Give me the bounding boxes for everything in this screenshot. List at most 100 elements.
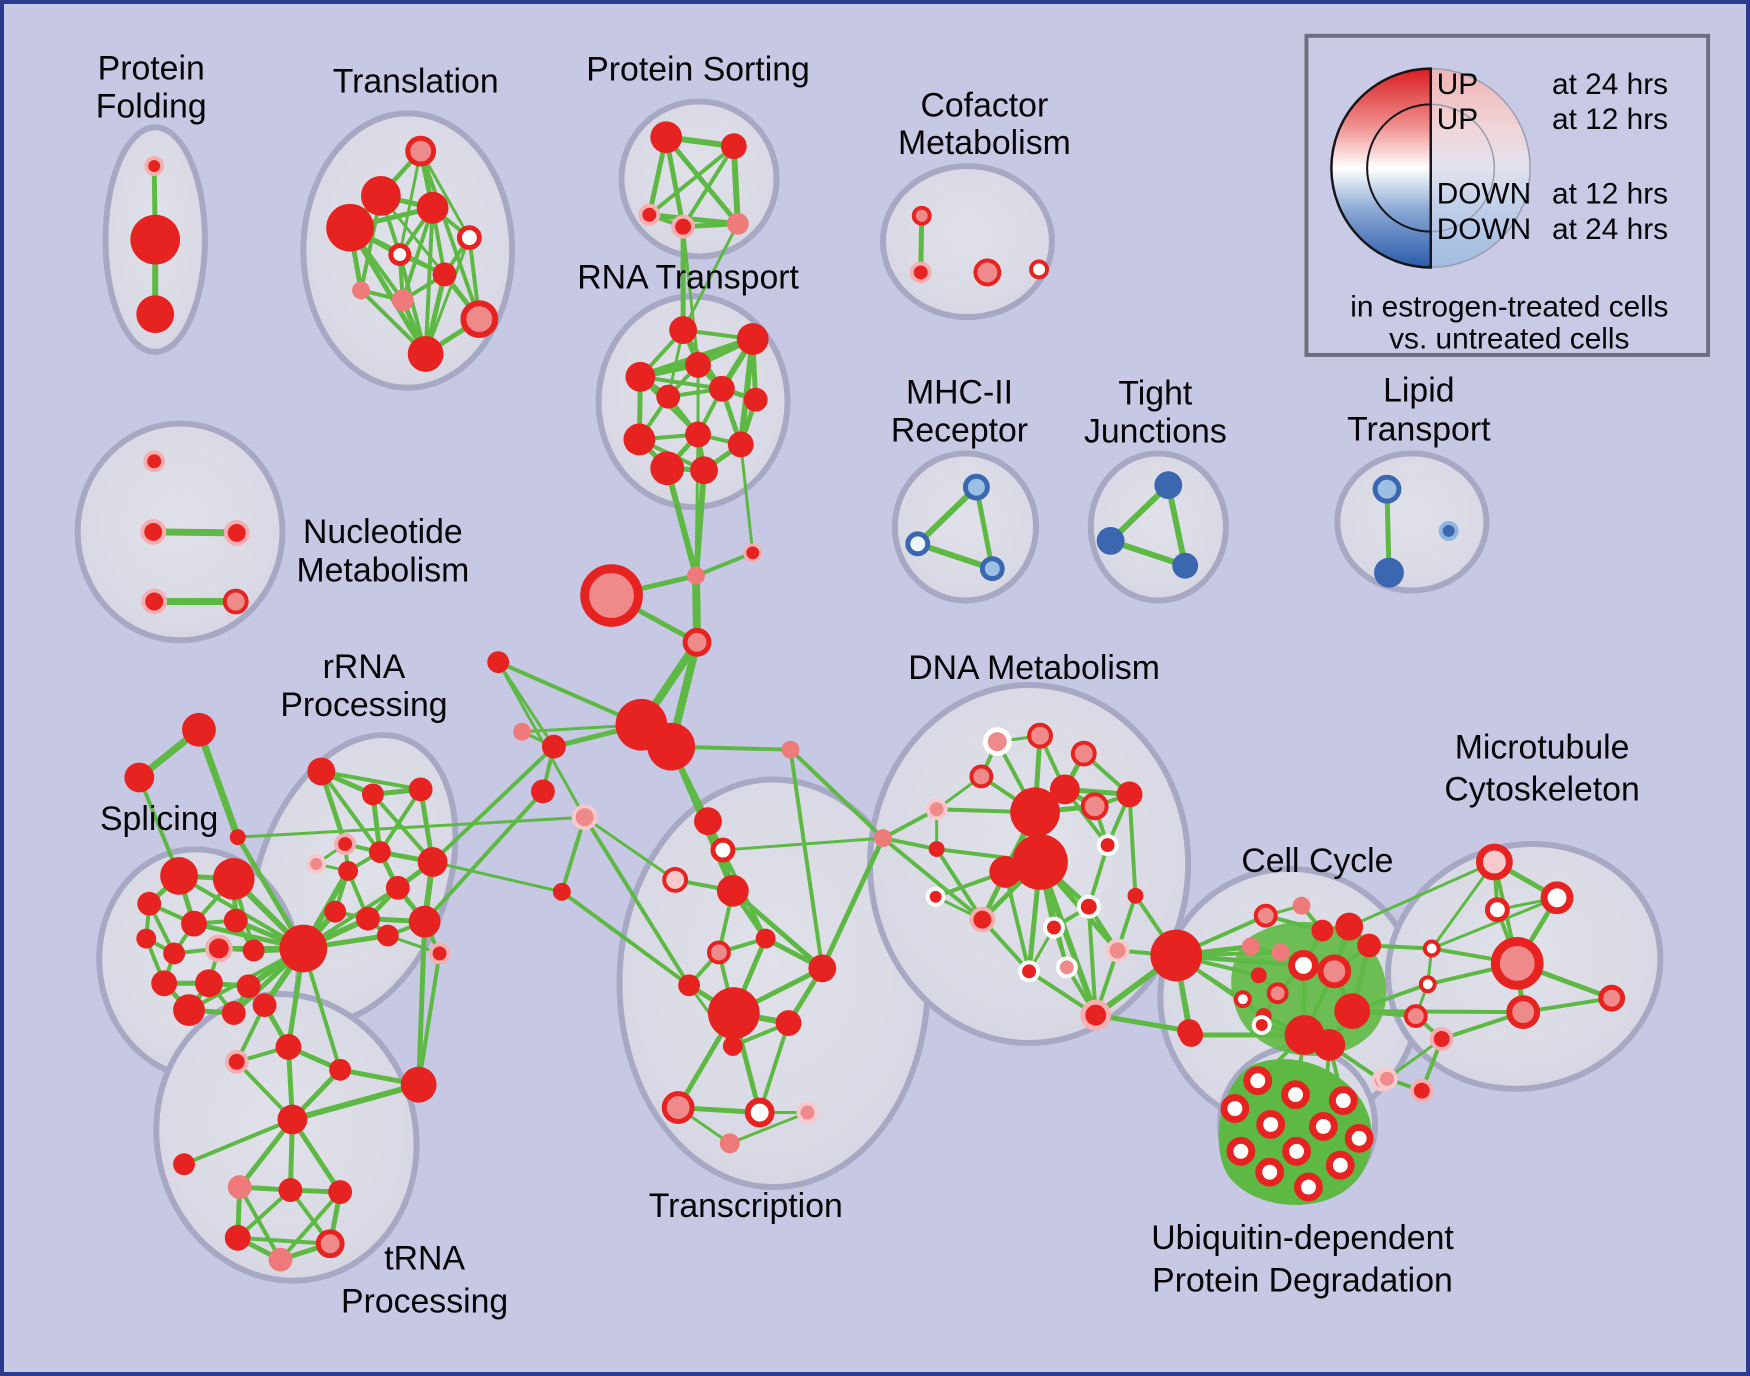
legend-time-label: at 12 hrs (1552, 103, 1668, 136)
network-node (1294, 1172, 1323, 1202)
network-edge (757, 1021, 791, 1115)
network-node (385, 875, 410, 900)
network-node (687, 566, 705, 585)
network-node (141, 588, 168, 615)
network-node (708, 375, 735, 402)
network-node (727, 431, 754, 458)
network-node (408, 777, 433, 802)
cluster-label-transcription: Transcription (649, 1187, 843, 1225)
network-node (361, 175, 401, 216)
cluster-bubble-lipid-transport (1334, 450, 1490, 594)
network-edge (694, 550, 755, 578)
cluster-label-tight-junctions: Tight (1118, 375, 1192, 413)
network-node (140, 518, 167, 545)
legend-glyph-inner-left (1366, 103, 1432, 233)
network-node (678, 974, 701, 997)
network-node (1010, 787, 1060, 838)
network-edge (182, 1117, 295, 1167)
network-node (329, 1058, 352, 1081)
network-node (925, 886, 946, 907)
network-node (173, 1153, 195, 1176)
network-node (979, 556, 1005, 582)
cluster-label-ubiquitin-degradation: Protein Degradation (1152, 1262, 1453, 1300)
network-node (324, 900, 347, 923)
network-node (460, 300, 499, 339)
network-node (671, 214, 696, 239)
network-node (306, 854, 327, 874)
cluster-label-cell-cycle: Cell Cycle (1241, 842, 1393, 880)
network-node (656, 384, 681, 409)
network-node (1029, 259, 1049, 280)
cluster-label-protein-folding: Folding (96, 87, 207, 125)
network-node (989, 856, 1022, 888)
network-node (1251, 1015, 1272, 1035)
network-node (685, 351, 711, 378)
network-node (638, 203, 661, 226)
network-node (1422, 939, 1441, 958)
network-node (277, 1104, 308, 1135)
network-node (650, 121, 683, 154)
network-edge (1003, 869, 1032, 974)
network-node (650, 451, 685, 486)
cluster-bubble-cofactor-metabolism (879, 163, 1055, 321)
network-node (417, 847, 448, 877)
network-node (221, 1001, 246, 1026)
network-node (1226, 1136, 1256, 1166)
network-node (338, 860, 359, 881)
cluster-label-microtubule-cytoskeleton: Cytoskeleton (1444, 770, 1639, 808)
network-node (130, 214, 181, 265)
network-node (1250, 967, 1267, 984)
network-node (136, 295, 175, 334)
network-edge (431, 860, 564, 894)
network-node (1281, 1080, 1310, 1110)
network-node (531, 779, 555, 804)
network-node (487, 651, 510, 674)
network-node (1096, 526, 1125, 555)
network-node (682, 627, 712, 657)
network-node (669, 316, 698, 345)
network-node (352, 281, 370, 300)
network-node (144, 156, 165, 176)
network-node (1438, 520, 1459, 541)
network-edge (914, 484, 980, 547)
network-node (580, 564, 643, 627)
legend-time-label: at 12 hrs (1552, 177, 1668, 210)
network-node (204, 934, 233, 963)
network-node (173, 994, 205, 1027)
network-edge (681, 225, 700, 367)
cluster-label-protein-sorting: Protein Sorting (586, 51, 810, 89)
network-edge (880, 836, 939, 852)
network-node (1080, 792, 1109, 821)
network-node (143, 450, 166, 473)
network-edge (880, 836, 985, 922)
network-node (808, 954, 837, 983)
network-node (328, 1180, 353, 1204)
network-edge (1350, 1009, 1526, 1015)
cluster-label-trna-processing: Processing (341, 1282, 508, 1320)
network-edge (914, 540, 996, 572)
network-node (160, 857, 198, 895)
network-edge (739, 442, 755, 555)
network-node (376, 924, 399, 947)
network-edge (430, 744, 556, 864)
cluster-bubble-mhc-ii-receptor (891, 450, 1040, 604)
network-node (1127, 887, 1144, 904)
network-edge (1347, 860, 1496, 929)
network-node (278, 1178, 303, 1202)
network-node (928, 841, 945, 858)
network-node (181, 910, 207, 937)
cluster-label-trna-processing: tRNA (384, 1240, 465, 1278)
network-node (1313, 1029, 1346, 1061)
cluster-label-cofactor-metabolism: Metabolism (898, 124, 1071, 162)
network-node (796, 1101, 819, 1124)
network-node (513, 722, 532, 741)
network-node (252, 993, 277, 1018)
network-node (1372, 474, 1402, 504)
cluster-label-protein-folding: Protein (98, 50, 205, 88)
network-node (268, 1247, 293, 1272)
network-node (1076, 894, 1101, 919)
network-node (242, 939, 265, 962)
network-edge (728, 1111, 809, 1145)
network-edge (694, 432, 700, 578)
